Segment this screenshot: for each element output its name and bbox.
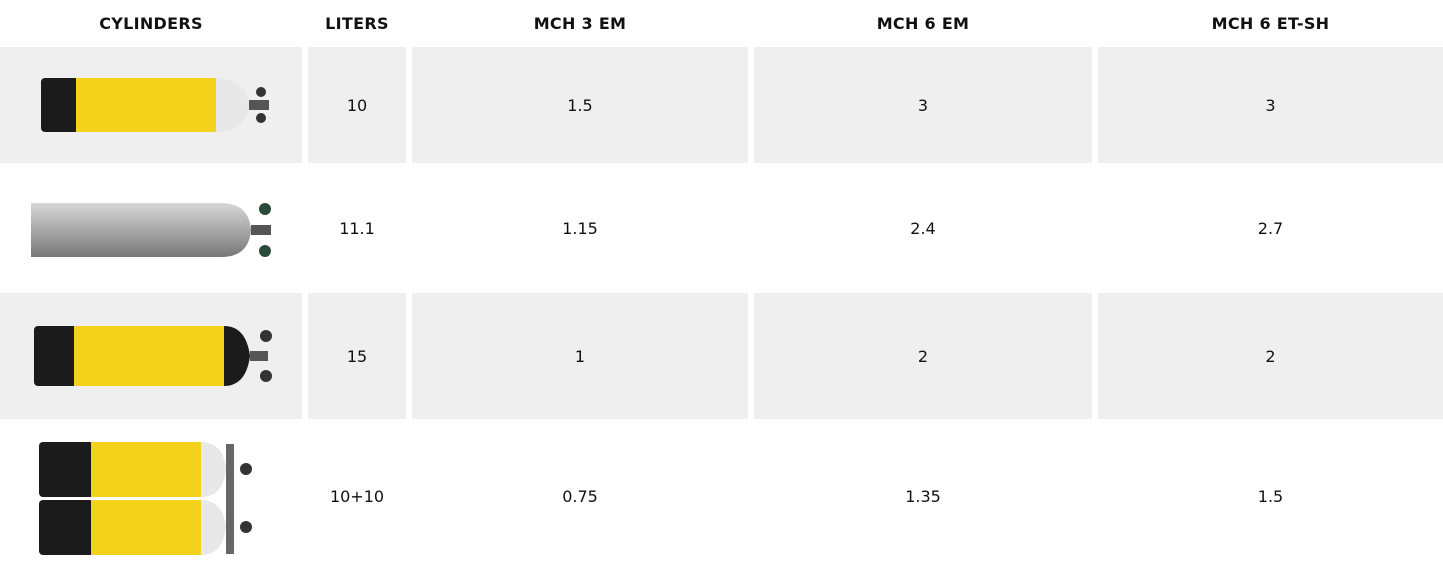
value-cell: 2 [754,293,1092,419]
liters-cell: 10 [308,47,406,163]
value-cell: 3 [1098,47,1443,163]
cylinder-11-1 [21,193,281,263]
cylinder-image [0,419,302,574]
liters-cell: 11.1 [308,163,406,293]
liters-cell: 10+10 [308,419,406,574]
value-cell: 0.75 [412,419,748,574]
value-cell: 1.15 [412,163,748,293]
header-cell: MCH 3 EM [412,0,748,47]
liters-cell: 15 [308,293,406,419]
header-cell: MCH 6 ET-SH [1098,0,1443,47]
cylinder-15 [26,316,276,396]
header-cell: LITERS [308,0,406,47]
cylinder-image [0,293,302,419]
value-cell: 2.4 [754,163,1092,293]
value-cell: 1.35 [754,419,1092,574]
cylinder-twin [31,434,271,559]
comparison-table: CYLINDERS LITERS MCH 3 EM MCH 6 EM MCH 6… [0,0,1443,574]
cylinder-image [0,163,302,293]
value-cell: 2.7 [1098,163,1443,293]
header-cell: CYLINDERS [0,0,302,47]
value-cell: 1 [412,293,748,419]
value-cell: 1.5 [1098,419,1443,574]
cylinder-10 [31,70,271,140]
value-cell: 3 [754,47,1092,163]
header-cell: MCH 6 EM [754,0,1092,47]
value-cell: 2 [1098,293,1443,419]
value-cell: 1.5 [412,47,748,163]
cylinder-image [0,47,302,163]
